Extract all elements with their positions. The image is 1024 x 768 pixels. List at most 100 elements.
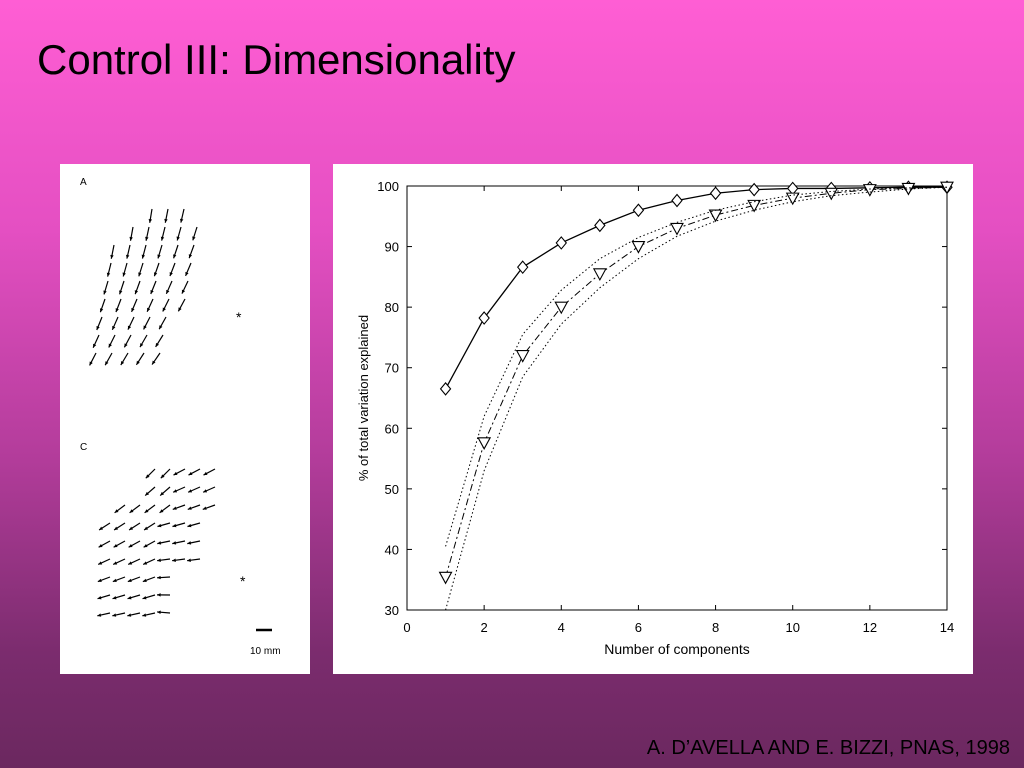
field-arrowhead [143, 561, 148, 565]
triangle-marker [631, 241, 646, 254]
field-arrowhead [99, 526, 104, 531]
y-axis-label: % of total variation explained [356, 315, 371, 481]
field-arrowhead [97, 578, 102, 582]
field-arrowhead [136, 360, 140, 365]
field-arrowhead [122, 272, 126, 277]
field-arrowhead [113, 544, 118, 548]
y-tick-label: 90 [385, 240, 399, 255]
field-arrowhead [203, 471, 208, 476]
series-group [438, 180, 954, 611]
field-arrowhead [187, 541, 192, 545]
diamond-marker [439, 382, 452, 396]
field-arrowhead [129, 509, 134, 513]
triangle-marker [824, 187, 839, 201]
x-axis: 0 2 4 6 8 10 12 14 [403, 186, 954, 635]
field-arrowhead [157, 541, 162, 545]
triangle-marker [438, 571, 453, 585]
field-arrowhead [166, 289, 170, 294]
triangle-marker [515, 350, 530, 363]
field-arrowhead [202, 506, 207, 510]
field-arrowhead [173, 471, 178, 476]
slide-title: Control III: Dimensionality [37, 36, 516, 83]
field-arrowhead [188, 471, 193, 476]
diamond-marker [748, 182, 760, 197]
triangle-marker [901, 182, 916, 196]
field-arrowhead [97, 613, 102, 617]
field-arrowhead [150, 289, 154, 294]
field-arrowhead [115, 308, 119, 313]
field-arrowhead [97, 596, 102, 600]
y-tick-label: 40 [385, 542, 399, 557]
field-arrowhead [159, 509, 164, 513]
field-arrowhead [144, 509, 149, 513]
field-arrowhead [160, 491, 165, 496]
field-arrowhead [157, 610, 161, 614]
field-arrowhead [160, 474, 165, 479]
field-arrowhead [203, 489, 208, 493]
x-tick-label: 0 [403, 620, 410, 635]
diamond-marker [478, 311, 490, 325]
field-arrowhead [112, 596, 117, 600]
chart-panel: 0 2 4 6 8 10 12 14 30 40 50 60 70 80 90 100 Number of … [333, 164, 973, 674]
field-arrowhead [188, 489, 193, 493]
field-arrowhead [159, 325, 163, 330]
field-arrowhead [181, 289, 186, 294]
field-arrowhead [120, 361, 125, 366]
field-arrowhead [144, 526, 149, 531]
origin-star-a: * [236, 309, 242, 325]
diamond-marker [555, 236, 568, 250]
field-arrowhead [153, 272, 158, 277]
series-line-2 [445, 186, 948, 578]
field-arrowhead [179, 218, 184, 223]
field-arrowhead [172, 506, 177, 510]
field-arrowhead [138, 272, 142, 277]
field-arrowhead [134, 290, 139, 295]
y-tick-label: 60 [385, 421, 399, 436]
field-arrowhead [172, 558, 176, 562]
field-arrowhead [112, 613, 117, 617]
x-tick-label: 10 [785, 620, 799, 635]
diamond-marker [516, 260, 529, 275]
triangle-marker [670, 222, 684, 236]
field-arrowhead [127, 613, 132, 617]
field-arrowhead [127, 596, 132, 600]
triangle-marker [592, 268, 607, 281]
field-arrowhead [187, 558, 191, 562]
field-arrowhead [169, 272, 173, 277]
field-arrowhead [98, 561, 103, 565]
field-arrowhead [160, 236, 165, 241]
field-arrowhead [127, 578, 132, 582]
y-tick-label: 30 [385, 603, 399, 618]
field-arrowhead [98, 544, 103, 548]
x-axis-label: Number of components [604, 641, 750, 657]
field-arrowhead [119, 290, 123, 295]
x-tick-label: 4 [558, 620, 565, 635]
citation: A. D’AVELLA AND E. BIZZI, PNAS, 1998 [646, 737, 1010, 759]
field-arrowhead [127, 325, 132, 330]
field-arrowhead [152, 360, 156, 365]
field-arrowhead [145, 236, 149, 241]
vector-field-svg: A C * * 10 mm [80, 177, 281, 657]
variance-chart: 0 2 4 6 8 10 12 14 30 40 50 60 70 80 90 100 Number of … [356, 179, 954, 657]
panel-label-c: C [80, 442, 87, 453]
field-arrowhead [192, 236, 196, 241]
field-arrowhead [125, 254, 130, 259]
field-arrowhead [188, 254, 193, 259]
field-arrowhead [176, 236, 180, 241]
diamond-marker [709, 186, 722, 201]
field-arrowhead [187, 506, 192, 510]
field-arrowhead [129, 236, 133, 241]
field-arrowhead [155, 342, 159, 347]
field-arrowhead [145, 491, 150, 496]
field-arrowhead [128, 561, 133, 565]
y-axis: 30 40 50 60 70 80 90 100 [377, 179, 947, 618]
field-arrowhead [157, 254, 161, 259]
field-arrowhead [164, 218, 168, 223]
panel-label-a: A [80, 177, 87, 188]
x-tick-label: 8 [712, 620, 719, 635]
y-tick-label: 80 [385, 300, 399, 315]
field-arrowhead [106, 272, 111, 277]
triangle-marker [747, 199, 762, 213]
scale-label: 10 mm [250, 646, 281, 657]
triangle-marker [862, 184, 877, 197]
